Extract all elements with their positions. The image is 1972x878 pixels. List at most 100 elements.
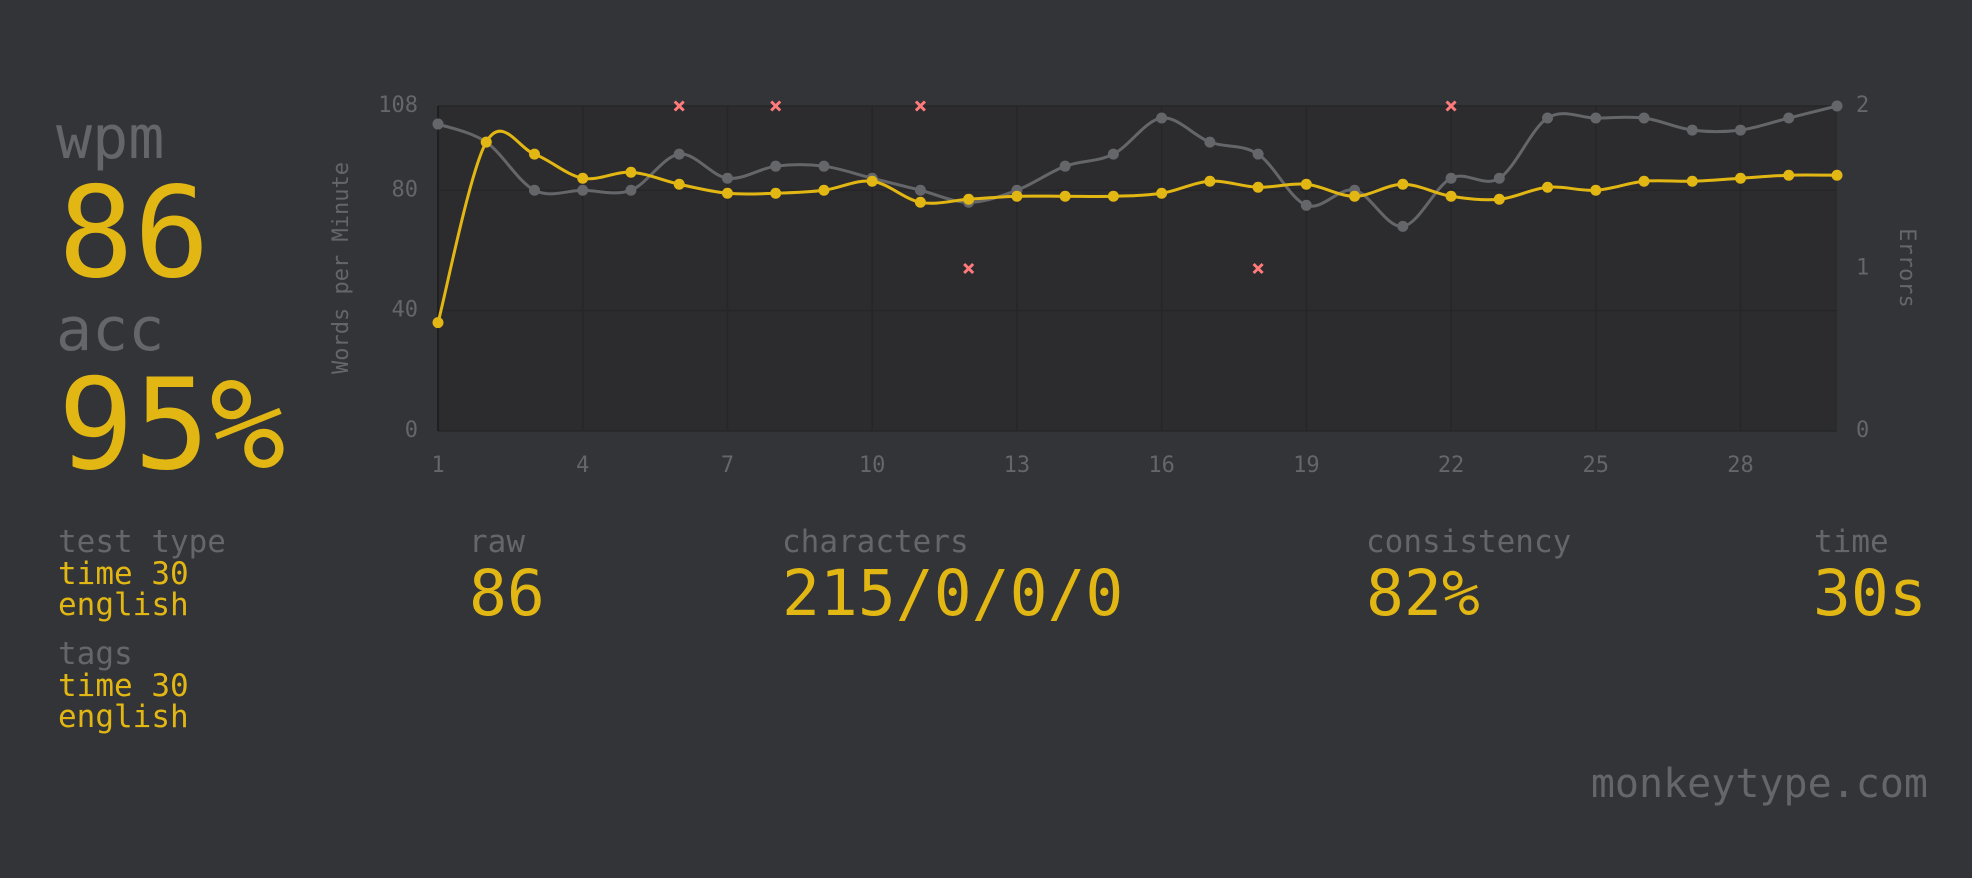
x-tick-label: 22 — [1438, 453, 1465, 478]
point — [818, 160, 830, 172]
point — [1590, 184, 1602, 196]
point — [1300, 178, 1312, 190]
point — [770, 187, 782, 199]
point — [1059, 190, 1071, 202]
point — [1156, 112, 1168, 124]
point — [432, 317, 444, 329]
point — [432, 118, 444, 130]
x-tick-label: 19 — [1293, 453, 1320, 478]
point — [963, 193, 975, 205]
point — [1107, 148, 1119, 160]
y2-tick-label: 0 — [1856, 418, 1869, 443]
point — [673, 178, 685, 190]
point — [1590, 112, 1602, 124]
y2-axis-label: Errors — [1894, 228, 1919, 307]
plot-area — [438, 106, 1837, 431]
y2-tick-label: 2 — [1856, 93, 1869, 118]
point — [1107, 190, 1119, 202]
point — [1542, 181, 1554, 193]
point — [673, 148, 685, 160]
raw-value: 86 — [469, 557, 545, 630]
point — [1059, 160, 1071, 172]
point — [1831, 169, 1843, 181]
consistency-value: 82% — [1366, 557, 1480, 630]
point — [625, 166, 637, 178]
point — [1300, 199, 1312, 211]
point — [1686, 175, 1698, 187]
test-type-line: time 30 — [58, 556, 189, 592]
point — [1783, 169, 1795, 181]
raw-label: raw — [469, 524, 525, 560]
point — [914, 196, 926, 208]
point — [577, 184, 589, 196]
point — [1735, 172, 1747, 184]
x-tick-label: 13 — [1004, 453, 1031, 478]
point — [1397, 178, 1409, 190]
wpm-label: wpm — [56, 103, 164, 173]
test-type-line: english — [58, 587, 189, 623]
point — [721, 187, 733, 199]
point — [577, 172, 589, 184]
point — [1735, 124, 1747, 136]
point — [1638, 112, 1650, 124]
wpm-value: 86 — [58, 159, 210, 306]
x-tick-label: 25 — [1583, 453, 1610, 478]
y-tick-label: 108 — [378, 93, 418, 118]
point — [866, 175, 878, 187]
point — [1542, 112, 1554, 124]
error-marker — [1252, 262, 1264, 275]
point — [1445, 172, 1457, 184]
point — [625, 184, 637, 196]
point — [1156, 187, 1168, 199]
y2-tick-label: 1 — [1856, 256, 1869, 281]
point — [1011, 190, 1023, 202]
point — [1638, 175, 1650, 187]
point — [1252, 181, 1264, 193]
tag: english — [58, 699, 189, 735]
point — [1831, 100, 1843, 112]
point — [1783, 112, 1795, 124]
x-tick-label: 28 — [1727, 453, 1754, 478]
error-marker — [963, 262, 975, 275]
y-tick-label: 0 — [405, 418, 418, 443]
site-name: monkeytype.com — [1591, 761, 1928, 807]
y-axis-label: Words per Minute — [329, 162, 354, 374]
acc-value: 95% — [58, 351, 286, 498]
time-label: time — [1814, 524, 1889, 560]
characters-label: characters — [782, 524, 969, 560]
tags-label: tags — [58, 636, 133, 672]
x-tick-label: 4 — [576, 453, 589, 478]
consistency-label: consistency — [1366, 524, 1571, 560]
point — [1349, 190, 1361, 202]
x-tick-label: 16 — [1148, 453, 1175, 478]
tag: time 30 — [58, 668, 189, 704]
point — [1204, 136, 1216, 148]
point — [528, 148, 540, 160]
error-marker — [914, 100, 926, 112]
point — [480, 136, 492, 148]
time-value: 30s — [1813, 557, 1927, 630]
y-tick-label: 80 — [392, 177, 419, 202]
point — [1686, 124, 1698, 136]
test-type-label: test type — [58, 524, 226, 560]
point — [770, 160, 782, 172]
point — [1397, 220, 1409, 232]
point — [1252, 148, 1264, 160]
x-tick-label: 1 — [431, 453, 444, 478]
point — [528, 184, 540, 196]
point — [1493, 172, 1505, 184]
point — [1204, 175, 1216, 187]
point — [914, 184, 926, 196]
x-tick-label: 10 — [859, 453, 886, 478]
y-tick-label: 40 — [392, 298, 419, 323]
characters-value: 215/0/0/0 — [782, 557, 1123, 630]
acc-label: acc — [56, 295, 164, 365]
error-marker — [673, 100, 685, 112]
error-marker — [1445, 100, 1457, 112]
point — [1493, 193, 1505, 205]
point — [721, 172, 733, 184]
point — [1445, 190, 1457, 202]
